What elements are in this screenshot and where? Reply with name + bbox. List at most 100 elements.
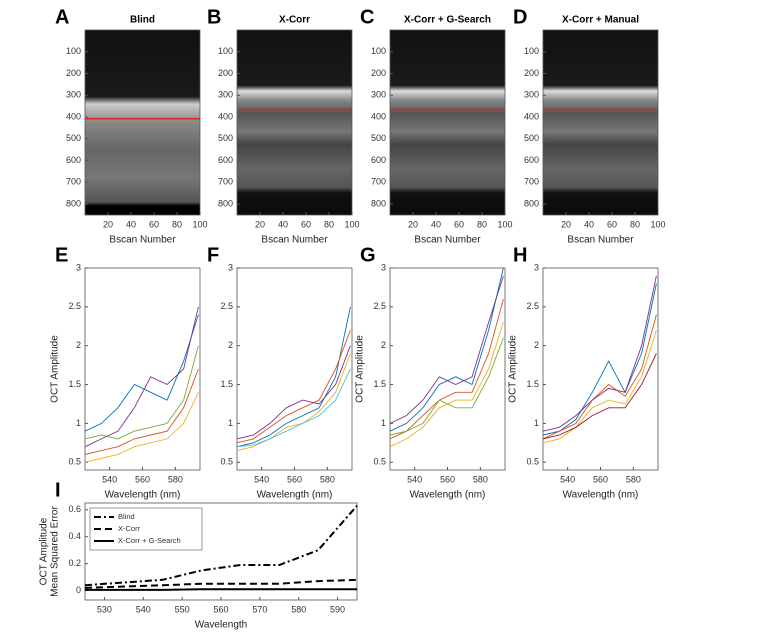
panel-letter: E	[55, 244, 68, 266]
x-tick-label: 40	[126, 219, 136, 229]
x-tick-label: 560	[440, 474, 455, 484]
y-tick-label: 800	[218, 198, 233, 208]
y-tick-label: 1	[76, 418, 81, 428]
y-tick-label: 2	[228, 340, 233, 350]
x-tick-label: 60	[454, 219, 464, 229]
y-tick-label: 2.5	[373, 301, 386, 311]
x-axis-label: Wavelength (nm)	[257, 490, 333, 501]
x-tick-label: 560	[135, 474, 150, 484]
x-tick-label: 100	[497, 219, 512, 229]
x-tick-label: 580	[291, 604, 306, 614]
axes-frame	[84, 29, 201, 216]
oct-image	[390, 30, 505, 215]
x-tick-label: 20	[408, 219, 418, 229]
x-tick-label: 540	[136, 604, 151, 614]
x-tick-label: 80	[477, 219, 487, 229]
y-tick-label: 2.5	[526, 301, 539, 311]
legend-label: Blind	[118, 512, 135, 521]
oct-image	[543, 30, 658, 215]
y-tick-label: 400	[524, 111, 539, 121]
panel-title: X-Corr + G-Search	[404, 15, 491, 26]
panel-title: X-Corr + Manual	[562, 15, 639, 26]
series-line	[542, 283, 657, 436]
y-tick-label: 0.2	[68, 558, 81, 568]
panel: F 540 560 580 0.5 1 1.5 2 2.5 3 Wavelength (nm)	[207, 244, 353, 501]
y-tick-label: 800	[371, 198, 386, 208]
panel: I 530 540 550 560 570 580 590 0 0.2 0.4 0.6 Waveleng…	[39, 479, 358, 631]
panel-letter: H	[513, 244, 527, 266]
series-line	[542, 275, 657, 432]
x-axis-label: Wavelength (nm)	[105, 490, 181, 501]
panel-letter: G	[360, 244, 376, 266]
y-axis-label: Mean Squared Error	[50, 506, 61, 597]
panel: E 540 560 580 0.5 1 1.5 2 2.5 3 Wavelength (nm) OCT…	[50, 244, 201, 501]
x-tick-label: 580	[473, 474, 488, 484]
x-tick-label: 100	[192, 219, 207, 229]
y-tick-label: 600	[218, 155, 233, 165]
x-axis-label: Bscan Number	[567, 235, 634, 246]
y-tick-label: 200	[524, 68, 539, 78]
y-tick-label: 3	[381, 262, 386, 272]
x-tick-label: 80	[630, 219, 640, 229]
y-tick-label: 2.5	[220, 301, 233, 311]
x-tick-label: 20	[255, 219, 265, 229]
x-axis-label: Bscan Number	[261, 235, 328, 246]
series-line	[542, 353, 657, 440]
x-tick-label: 580	[626, 474, 641, 484]
series-line	[236, 368, 351, 448]
y-tick-label: 200	[218, 68, 233, 78]
y-tick-label: 700	[371, 177, 386, 187]
y-tick-label: 100	[66, 46, 81, 56]
y-tick-label: 1.5	[68, 379, 81, 389]
y-tick-label: 100	[524, 46, 539, 56]
y-axis-label: OCT Amplitude	[508, 335, 519, 403]
x-axis-label: Wavelength (nm)	[563, 490, 639, 501]
x-tick-label: 540	[102, 474, 117, 484]
panel: C X-Corr + G-Search 20 40 60 80 100 100 200 300 40…	[360, 6, 513, 245]
y-tick-label: 2	[76, 340, 81, 350]
y-tick-label: 500	[524, 133, 539, 143]
x-tick-label: 60	[301, 219, 311, 229]
y-tick-label: 600	[66, 155, 81, 165]
y-tick-label: 3	[534, 262, 539, 272]
x-tick-label: 20	[103, 219, 113, 229]
plot-area	[85, 268, 200, 470]
panel: H 540 560 580 0.5 1 1.5 2 2.5 3 Wavelength (nm) OCT…	[508, 244, 659, 501]
panel-title: X-Corr	[279, 15, 310, 26]
y-tick-label: 300	[66, 90, 81, 100]
x-tick-label: 60	[607, 219, 617, 229]
x-tick-label: 100	[650, 219, 665, 229]
series-line	[84, 368, 199, 455]
y-tick-label: 500	[218, 133, 233, 143]
panel: D X-Corr + Manual 20 40 60 80 100 100 200 300 400 5…	[513, 6, 666, 245]
x-axis-label: Bscan Number	[414, 235, 481, 246]
x-tick-label: 570	[252, 604, 267, 614]
y-tick-label: 0	[76, 585, 81, 595]
panel-letter: C	[360, 6, 374, 28]
y-tick-label: 0.5	[526, 457, 539, 467]
plot-area	[390, 268, 505, 470]
y-tick-label: 1.5	[373, 379, 386, 389]
series-line	[542, 314, 657, 440]
y-tick-label: 500	[66, 133, 81, 143]
axes-frame	[236, 29, 353, 216]
panel: B X-Corr 20 40 60 80 100 100 200 300 400 500 600 700 8…	[207, 6, 360, 245]
x-tick-label: 550	[175, 604, 190, 614]
y-tick-label: 400	[218, 111, 233, 121]
x-tick-label: 580	[168, 474, 183, 484]
y-tick-label: 300	[524, 90, 539, 100]
series-line	[389, 298, 504, 440]
y-axis-label: OCT Amplitude	[355, 335, 366, 403]
x-tick-label: 580	[320, 474, 335, 484]
series-line	[84, 392, 199, 463]
x-tick-label: 100	[344, 219, 359, 229]
panel-letter: B	[207, 6, 221, 28]
y-tick-label: 600	[524, 155, 539, 165]
y-tick-label: 0.6	[68, 504, 81, 514]
series-line	[84, 505, 358, 587]
series-line	[236, 306, 351, 448]
y-tick-label: 2	[381, 340, 386, 350]
series-line	[84, 578, 358, 589]
x-tick-label: 40	[278, 219, 288, 229]
y-tick-label: 3	[228, 262, 233, 272]
